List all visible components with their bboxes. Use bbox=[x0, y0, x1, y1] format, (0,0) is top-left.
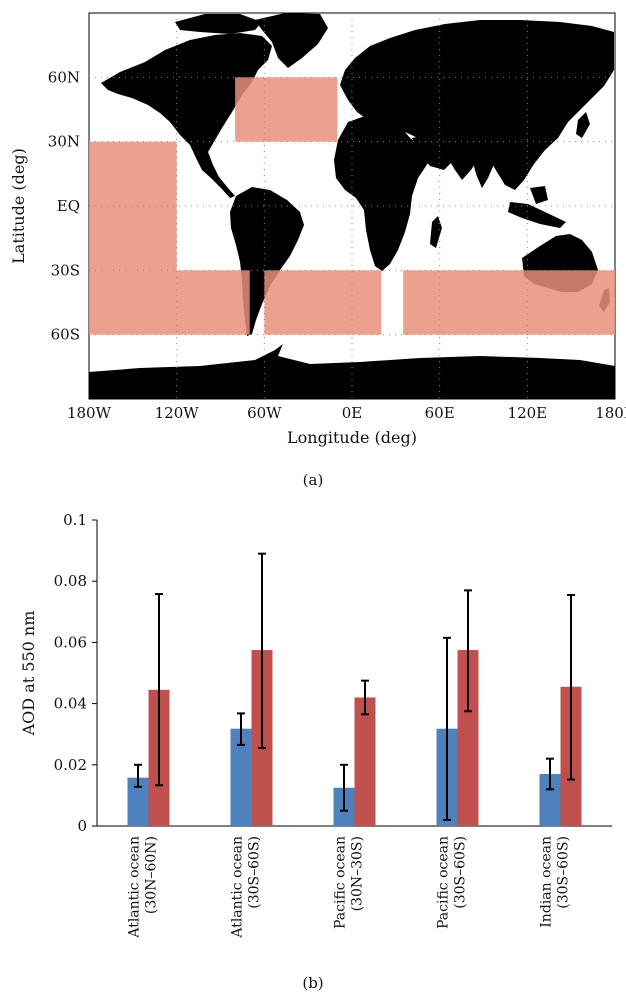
error-bar-series-1-cat-3 bbox=[464, 589, 472, 713]
map-panel: 180W120W60W0E60E120E180E 60N30NEQ30S60S … bbox=[9, 12, 626, 489]
region-pacific-30n-30s bbox=[89, 141, 177, 271]
map-x-tick-label: 120W bbox=[155, 404, 200, 422]
error-bar-series-0-cat-2 bbox=[340, 763, 348, 812]
map-x-tick-label: 120E bbox=[508, 404, 548, 422]
bar-category-label: Pacific ocean(30S–60S) bbox=[436, 836, 469, 929]
bar-category-label: Indian ocean(30S–60S) bbox=[539, 836, 572, 928]
bar-y-axis-title: AOD at 550 nm bbox=[19, 611, 38, 737]
regions-layer bbox=[89, 77, 615, 335]
error-bars bbox=[134, 552, 575, 821]
error-bar-series-1-cat-4 bbox=[567, 593, 575, 781]
error-bar-series-0-cat-3 bbox=[443, 636, 451, 821]
bar-series-1-cat-2 bbox=[354, 697, 376, 826]
error-bar-series-1-cat-0 bbox=[155, 593, 163, 787]
region-indian-30s-60s bbox=[403, 270, 615, 335]
land-canadian-arctic bbox=[175, 14, 262, 34]
map-y-tick-label: 30S bbox=[51, 261, 80, 279]
error-bar-series-1-cat-2 bbox=[361, 679, 369, 716]
panel-label-b: (b) bbox=[302, 974, 323, 992]
map-x-tick-label: 0E bbox=[342, 404, 363, 422]
land-antarctica bbox=[89, 344, 615, 399]
bar-y-tick-label: 0.04 bbox=[54, 695, 87, 713]
error-bar-series-0-cat-0 bbox=[134, 763, 142, 788]
map-x-tick-label: 180W bbox=[67, 404, 112, 422]
error-bar-series-0-cat-4 bbox=[546, 757, 554, 791]
region-atlantic-30s-60s bbox=[264, 270, 382, 335]
map-y-tick-label: 30N bbox=[48, 133, 80, 151]
bar-series-0-cat-0 bbox=[127, 777, 149, 826]
bar-y-tick-label: 0 bbox=[77, 817, 87, 835]
error-bar-series-1-cat-1 bbox=[258, 552, 266, 749]
map-y-tick-label: 60N bbox=[48, 68, 80, 86]
map-grid bbox=[89, 13, 615, 399]
land-india bbox=[470, 150, 495, 188]
bar-y-ticks: 0 0.02 0.04 0.06 0.08 0.1 bbox=[54, 511, 97, 835]
bar-category-labels: Atlantic ocean(30N–60N) Atlantic ocean(30… bbox=[127, 836, 572, 939]
map-y-tick-label: EQ bbox=[57, 197, 80, 215]
region-atlantic-30n-60n bbox=[235, 77, 338, 142]
bar-category-label: Atlantic ocean(30S–60S) bbox=[230, 836, 263, 939]
bar-y-tick-label: 0.06 bbox=[54, 633, 87, 651]
land-madagascar bbox=[430, 216, 442, 248]
error-bar-series-0-cat-1 bbox=[237, 712, 245, 746]
land-masses bbox=[89, 13, 615, 399]
map-x-axis-title: Longitude (deg) bbox=[287, 428, 417, 447]
land-eurasia bbox=[340, 20, 614, 190]
map-y-axis-title: Latitude (deg) bbox=[9, 148, 28, 264]
panel-label-a: (a) bbox=[303, 471, 324, 489]
map-x-tick-labels: 180W 120W 60W 0E 60E 120E 180E bbox=[67, 404, 626, 422]
land-arabia bbox=[412, 134, 456, 170]
bar-category-label: Pacific ocean(30N–30S) bbox=[333, 836, 366, 929]
land-japan bbox=[576, 112, 590, 138]
bar-series-1-cat-3 bbox=[457, 650, 479, 826]
map-y-tick-label: 60S bbox=[51, 326, 80, 344]
map-y-tick-labels: 60N 30N EQ 30S 60S bbox=[48, 68, 80, 343]
bar-y-tick-label: 0.1 bbox=[63, 511, 87, 529]
bar-y-tick-label: 0.08 bbox=[54, 572, 87, 590]
bar-series-0-cat-1 bbox=[230, 728, 252, 826]
region-pacific-30s-60s bbox=[89, 270, 250, 335]
bar-series-0-cat-4 bbox=[539, 773, 561, 826]
map-x-tick-label: 60W bbox=[247, 404, 282, 422]
land-maritime-asia bbox=[508, 202, 566, 228]
bar-y-tick-label: 0.02 bbox=[54, 756, 87, 774]
land-north-america bbox=[101, 33, 272, 198]
land-borneo bbox=[530, 186, 548, 204]
land-greenland bbox=[255, 13, 328, 68]
map-x-tick-label: 60E bbox=[425, 404, 455, 422]
land-africa bbox=[334, 116, 432, 271]
map-x-tick-label: 180E bbox=[595, 404, 626, 422]
bar-panel: 0 0.02 0.04 0.06 0.08 0.1 Atlantic ocean(30N–… bbox=[19, 511, 612, 992]
bars bbox=[127, 650, 582, 826]
bar-category-label: Atlantic ocean(30N–60N) bbox=[127, 836, 160, 939]
